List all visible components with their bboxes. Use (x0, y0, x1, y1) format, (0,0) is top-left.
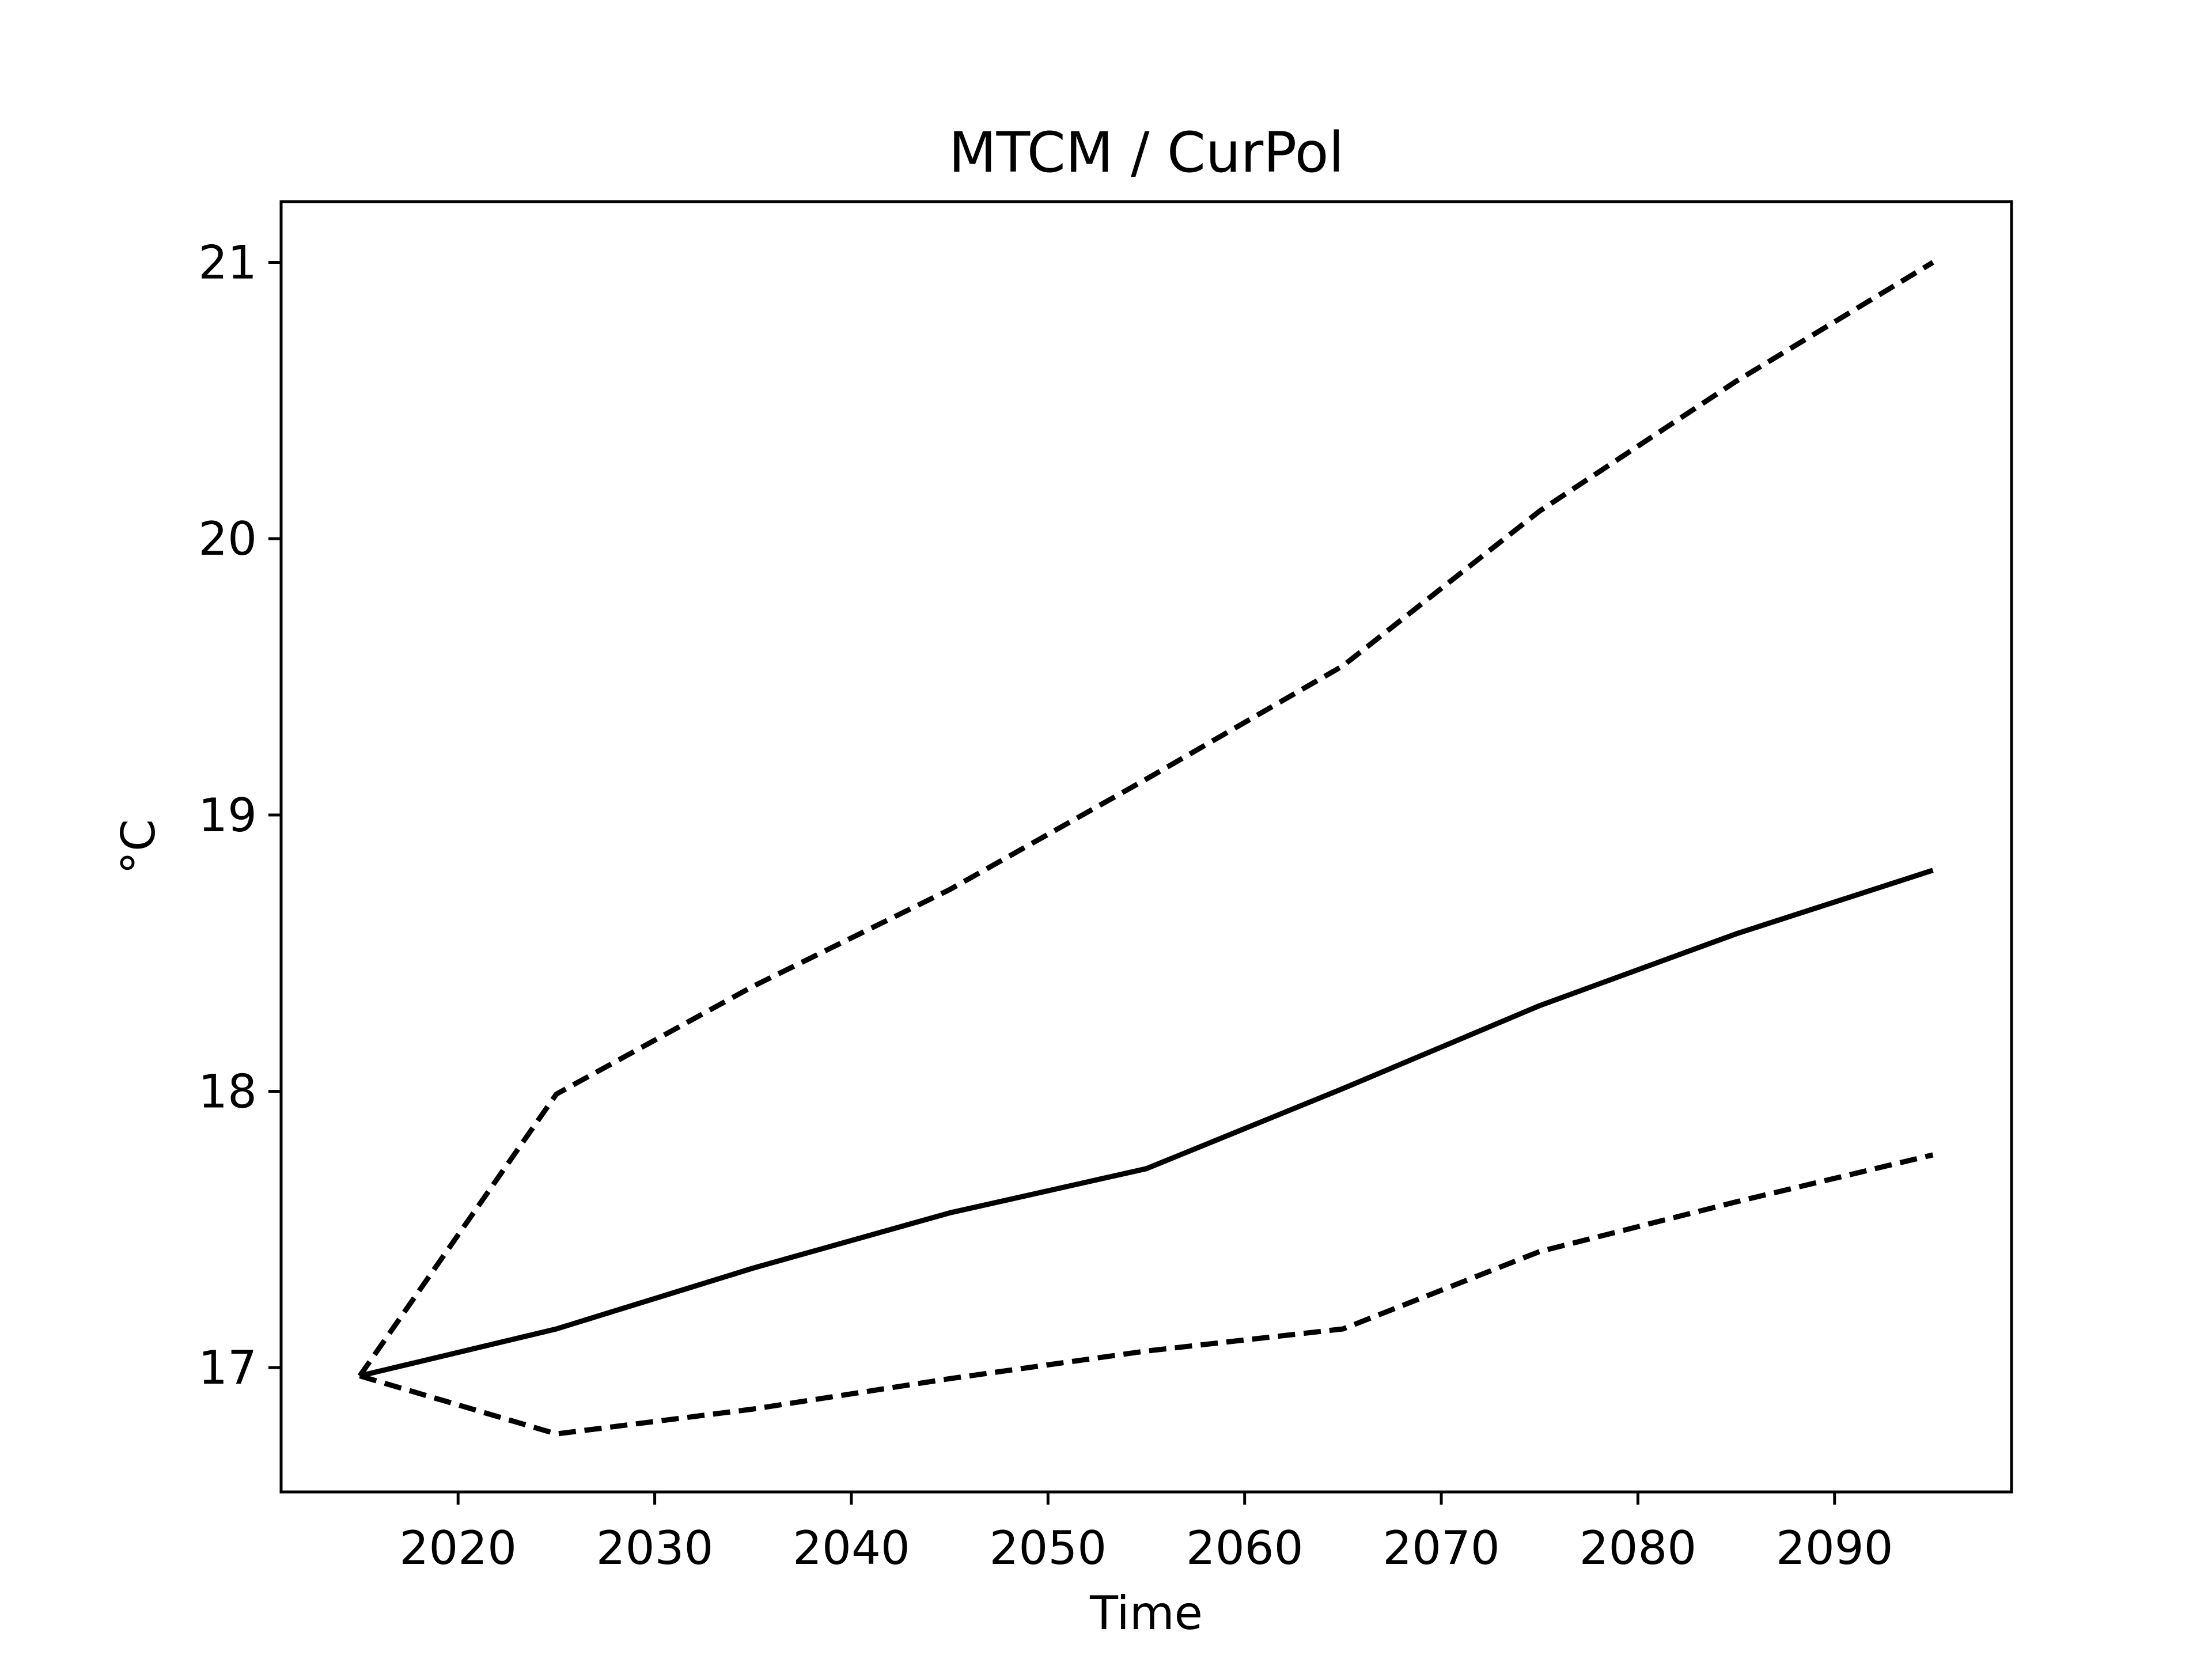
x-tick-label: 2080 (1580, 1521, 1697, 1575)
x-tick-label: 2020 (399, 1521, 517, 1575)
x-tick-label: 2060 (1186, 1521, 1304, 1575)
x-tick-label: 2090 (1776, 1521, 1893, 1575)
x-tick-label: 2030 (596, 1521, 714, 1575)
plot-frame (279, 200, 2013, 1494)
chart-title: MTCM / CurPol (949, 120, 1344, 185)
x-tick-label: 2070 (1382, 1521, 1500, 1575)
y-tick-label: 19 (198, 789, 257, 842)
x-axis-label: Time (1089, 1586, 1203, 1640)
y-tick-label: 17 (198, 1341, 257, 1395)
x-tick-label: 2040 (793, 1521, 910, 1575)
y-tick-label: 21 (198, 236, 257, 290)
y-axis-label: °C (112, 819, 165, 874)
series-line-1 (357, 260, 1934, 1378)
x-tick-label: 2050 (990, 1521, 1107, 1575)
y-axis-ticks: 17 18 19 20 21 (198, 236, 281, 1395)
series-line-2 (359, 868, 1934, 1378)
series-line-3 (359, 1152, 1934, 1437)
plot-area (357, 260, 1934, 1437)
y-tick-label: 20 (198, 512, 257, 566)
x-axis-ticks: 2020 2030 2040 2050 2060 2070 2080 2090 (399, 1492, 1893, 1575)
y-tick-label: 18 (198, 1065, 257, 1118)
